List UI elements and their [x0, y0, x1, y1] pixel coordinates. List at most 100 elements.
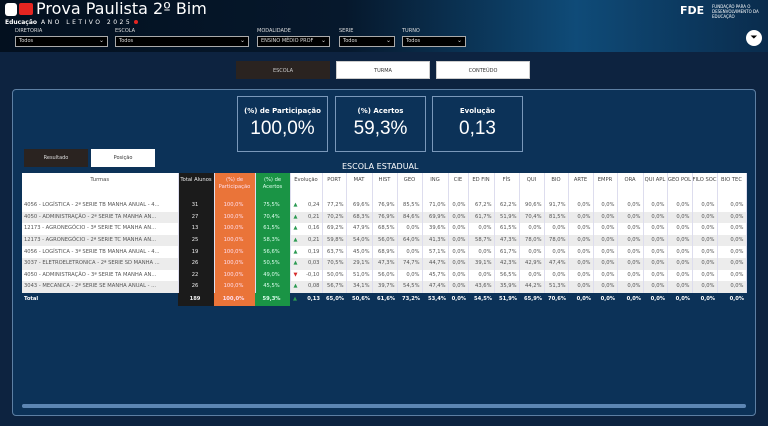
value-cell: 74,7% [397, 257, 423, 270]
value-cell: 0,0% [692, 292, 717, 306]
value-cell: 0,0% [468, 223, 495, 235]
value-cell: 61,7% [468, 211, 495, 224]
value-cell: 61,5% [494, 223, 520, 235]
column-header[interactable]: Turmas [22, 173, 179, 200]
chevron-down-icon: ⌄ [98, 37, 104, 44]
value-cell: 0,0% [617, 269, 644, 282]
value-cell: 63,7% [322, 246, 347, 258]
column-header[interactable]: EMPR [593, 173, 618, 200]
value-cell: 81,5% [544, 211, 569, 224]
value-cell: 76,9% [372, 200, 398, 212]
nav-turma[interactable]: TURMA [336, 61, 430, 79]
column-header[interactable]: QUI APL [643, 173, 668, 200]
value-cell: 47,3% [494, 234, 520, 247]
value-cell: 47,4% [544, 257, 569, 270]
metric-cell: 61,5% [255, 223, 291, 235]
table-row[interactable]: 12173 - AGRONEGÓCIO - 3ª SERIE TC MANHA … [22, 223, 747, 235]
column-header[interactable]: HIST [372, 173, 398, 200]
column-header[interactable]: BIO TEC [717, 173, 747, 200]
column-header[interactable]: MAT [346, 173, 373, 200]
value-cell: 0,0% [448, 292, 468, 306]
value-cell: 0,0% [717, 281, 747, 293]
filter-escola[interactable]: ESCOLA Todos ⌄ [115, 28, 249, 47]
chevron-down-icon: ⌄ [239, 37, 245, 44]
filter-serie[interactable]: SERIE Todos ⌄ [339, 28, 395, 47]
value-cell: 47,3% [372, 257, 398, 270]
value-cell: 0,0% [593, 281, 618, 293]
table-row[interactable]: 4056 - LOGÍSTICA - 3ª SERIE TB MANHA ANU… [22, 246, 747, 258]
value-cell: 70,2% [322, 211, 347, 224]
metric-cell: 31 [178, 200, 215, 212]
value-cell: 90,6% [519, 200, 545, 212]
table-row[interactable]: 3043 - MECANICA - 2ª SERIE SE MANHA ANUA… [22, 281, 747, 293]
metric-cell: 100,0% [214, 234, 256, 247]
total-row: Total 189 100,0% 59,3% ▲ 0,13 65,0% 50,6% 61,6% 7… [22, 292, 746, 306]
column-header[interactable]: CIE [448, 173, 469, 200]
table-row[interactable]: 3037 - ELETROELETRONICA - 2ª SERIE SD MA… [22, 257, 747, 270]
value-cell: 0,0% [617, 223, 644, 235]
value-cell: 0,0% [448, 257, 469, 270]
column-header[interactable]: ORA [617, 173, 644, 200]
filter-diretoria[interactable]: DIRETORIA Todos ⌄ [15, 28, 108, 47]
value-cell: 0,0% [667, 211, 693, 224]
value-cell: 0,0% [593, 211, 618, 224]
column-header[interactable]: GEO [397, 173, 423, 200]
filter-turno[interactable]: TURNO Todos ⌄ [402, 28, 466, 47]
column-header[interactable]: ARTE [568, 173, 594, 200]
table-row[interactable]: 12173 - AGRONEGÓCIO - 2ª SERIE TC MANHA … [22, 234, 747, 247]
nav-conteudo[interactable]: CONTEÚDO [436, 61, 530, 79]
value-cell: 0,0% [519, 246, 545, 258]
metric-cell: 27 [178, 211, 215, 224]
value-cell: 0,0% [593, 292, 617, 306]
column-header[interactable]: Evolução [290, 173, 323, 200]
value-cell: 0,0% [448, 223, 469, 235]
value-cell: 85,5% [397, 200, 423, 212]
arrow-up-icon: ▲ [293, 225, 298, 232]
kpi-participacao: (%) de Participação 100,0% [237, 96, 328, 152]
value-cell: 0,0% [568, 281, 594, 293]
value-cell: 42,9% [519, 257, 545, 270]
column-header[interactable]: (%) de Participação [214, 173, 256, 200]
horizontal-scrollbar[interactable] [22, 404, 746, 408]
arrow-up-icon: ▲ [293, 295, 297, 302]
table-row[interactable]: 4050 - ADMINISTRAÇÃO - 2ª SERIE TA MANHA… [22, 211, 747, 224]
value-cell: 59,8% [322, 234, 347, 247]
metric-cell: 56,6% [255, 246, 291, 258]
filter-modalidade[interactable]: MODALIDADE ENSINO MÉDIO PROF ⌄ [257, 28, 330, 47]
arrow-down-icon: ▼ [293, 271, 298, 278]
chevron-down-icon: ⌄ [456, 37, 462, 44]
value-cell: 35,9% [494, 281, 520, 293]
nav-escola[interactable]: ESCOLA [236, 61, 330, 79]
clear-filters-funnel-icon[interactable]: ⏷ [746, 30, 762, 46]
value-cell: 0,0% [617, 281, 644, 293]
column-header[interactable]: GEO POL [667, 173, 693, 200]
value-cell: 51,3% [544, 281, 569, 293]
table-row[interactable]: 4050 - ADMINISTRAÇÃO - 3ª SERIE TA MANHA… [22, 269, 747, 282]
value-cell: 0,0% [717, 269, 747, 282]
value-cell: ▲ 0,24 [290, 200, 323, 212]
toggle-resultado[interactable]: Resultado [24, 149, 88, 167]
column-header[interactable]: PORT [322, 173, 347, 200]
toggle-posicao[interactable]: Posição [91, 149, 155, 167]
value-cell: 0,0% [692, 234, 718, 247]
column-header[interactable]: QUI [519, 173, 545, 200]
value-cell: 0,0% [692, 257, 718, 270]
table-row[interactable]: 4056 - LOGÍSTICA - 2ª SERIE TB MANHA ANU… [22, 200, 747, 212]
column-header[interactable]: FÍS [494, 173, 520, 200]
column-header[interactable]: BIO [544, 173, 569, 200]
value-cell: 0,0% [448, 246, 469, 258]
metric-cell: 100,0% [214, 257, 256, 270]
metric-cell: 49,0% [255, 269, 291, 282]
value-cell: 84,6% [397, 211, 423, 224]
column-header[interactable]: Total Alunos [178, 173, 215, 200]
column-header[interactable]: ED FIN [468, 173, 495, 200]
column-header[interactable]: ING [422, 173, 449, 200]
fde-logo-text: FUNDAÇÃO PARA O DESENVOLVIMENTO DA EDUCA… [712, 4, 759, 19]
value-cell: 0,0% [448, 269, 469, 282]
column-header[interactable]: (%) de Acertos [255, 173, 291, 200]
metric-cell: 100,0% [214, 269, 256, 282]
value-cell: 44,7% [422, 257, 449, 270]
value-cell: 0,0% [519, 269, 545, 282]
column-header[interactable]: FILO SOC [692, 173, 718, 200]
value-cell: 51,9% [494, 211, 520, 224]
